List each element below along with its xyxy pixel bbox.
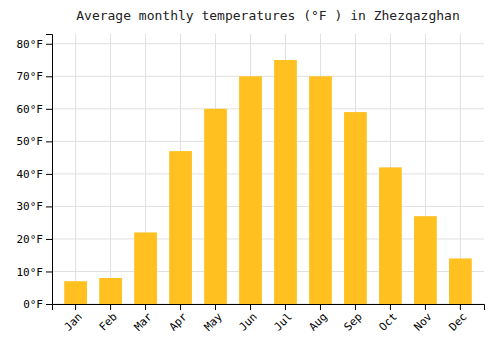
chart-container: Jan Feb Mar Apr May Jun Jul Aug Sep Oct Nov Dec 0°F 1… [0, 0, 500, 350]
bar [274, 60, 297, 304]
bars [64, 60, 472, 304]
x-tick: Feb [97, 304, 120, 334]
y-tick: 20°F [17, 233, 53, 246]
x-tick-mark [425, 304, 426, 310]
bar [64, 281, 87, 304]
y-tick-label: 80°F [17, 38, 44, 51]
y-grid-line [52, 43, 484, 44]
x-tick: Mar [132, 304, 156, 334]
x-tick: Nov [411, 304, 435, 334]
y-tick-mark [46, 174, 52, 175]
x-tick-label: Nov [411, 310, 435, 334]
y-grid-line [52, 173, 484, 174]
y-tick: 30°F [17, 200, 53, 213]
y-tick-mark [46, 109, 52, 110]
y-tick-label: 50°F [17, 135, 44, 148]
x-tick-label: Oct [376, 310, 399, 333]
x-grid-line [110, 34, 111, 304]
x-tick: Aug [306, 304, 329, 334]
x-tick-label: Aug [306, 310, 329, 333]
y-axis-line [46, 35, 53, 305]
bar [239, 76, 262, 304]
bar [414, 216, 437, 304]
bar [449, 258, 472, 304]
y-grid-line [52, 206, 484, 207]
y-tick: 60°F [17, 103, 53, 116]
y-tick-mark [46, 44, 52, 45]
x-tick-mark [145, 304, 146, 310]
y-tick-mark [46, 239, 52, 240]
y-grid-line [52, 108, 484, 109]
y-tick-mark [46, 304, 52, 305]
grid [52, 34, 484, 304]
x-tick-mark [390, 304, 391, 310]
x-tick-mark [110, 304, 111, 310]
y-grid-line [52, 141, 484, 142]
y-tick-mark [46, 76, 52, 77]
y-tick: 0°F [23, 298, 52, 311]
x-tick-label: Feb [97, 310, 120, 333]
x-tick-mark [355, 304, 356, 310]
title: Average monthly temperatures (°F ) in Zh… [76, 8, 460, 23]
chart-svg: Jan Feb Mar Apr May Jun Jul Aug Sep Oct Nov Dec 0°F 1… [0, 0, 500, 350]
y-tick-mark [46, 206, 52, 207]
y-tick-label: 70°F [17, 70, 44, 83]
bar [204, 109, 227, 304]
x-tick: Jan [62, 304, 85, 334]
x-grid-line [75, 34, 76, 304]
y-tick-label: 40°F [17, 168, 44, 181]
y-tick-mark [46, 271, 52, 272]
y-grid-line [52, 76, 484, 77]
y-tick-mark [46, 141, 52, 142]
x-tick-mark [460, 304, 461, 310]
x-tick-label: Mar [132, 310, 156, 334]
x-tick-mark [250, 304, 251, 310]
bar [99, 278, 122, 304]
x-tick: Oct [376, 304, 399, 334]
bar [169, 151, 192, 304]
y-tick: 70°F [17, 70, 53, 83]
x-tick: Sep [341, 304, 364, 334]
x-tick-mark [75, 304, 76, 310]
x-tick-label: Sep [341, 310, 364, 333]
x-tick-label: Apr [167, 310, 191, 334]
bar [379, 167, 402, 304]
x-tick-label: Dec [446, 310, 469, 333]
x-tick-mark [320, 304, 321, 310]
y-tick-label: 20°F [17, 233, 44, 246]
x-tick: Jul [272, 304, 295, 334]
bar [344, 112, 367, 304]
bar [309, 76, 332, 304]
x-axis: Jan Feb Mar Apr May Jun Jul Aug Sep Oct Nov Dec [53, 304, 485, 334]
x-tick-label: Jun [237, 310, 260, 333]
x-tick: Dec [446, 304, 469, 334]
y-tick-label: 30°F [17, 200, 44, 213]
x-axis-line [53, 305, 485, 311]
x-tick-mark [215, 304, 216, 310]
y-axis: 0°F 10°F 20°F 30°F 40°F 50°F 60°F 70°F 80°F [17, 35, 53, 312]
bar [134, 232, 157, 304]
x-tick: Jun [237, 304, 260, 334]
x-tick-mark [285, 304, 286, 310]
x-tick-label: May [202, 310, 226, 334]
y-tick-label: 0°F [23, 298, 43, 311]
x-tick-label: Jan [62, 310, 85, 333]
y-tick-label: 60°F [17, 103, 44, 116]
y-tick: 80°F [17, 38, 53, 51]
x-tick: May [202, 304, 226, 334]
y-tick: 40°F [17, 168, 53, 181]
x-tick: Apr [167, 304, 191, 334]
y-tick: 10°F [17, 265, 53, 278]
y-tick: 50°F [17, 135, 53, 148]
plot: Jan Feb Mar Apr May Jun Jul Aug Sep Oct Nov Dec 0°F 1… [17, 34, 485, 334]
x-tick-mark [180, 304, 181, 310]
y-tick-label: 10°F [17, 265, 44, 278]
x-tick-label: Jul [272, 310, 295, 333]
